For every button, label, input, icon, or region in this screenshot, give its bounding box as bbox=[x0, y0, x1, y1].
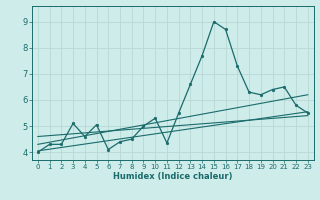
X-axis label: Humidex (Indice chaleur): Humidex (Indice chaleur) bbox=[113, 172, 233, 181]
